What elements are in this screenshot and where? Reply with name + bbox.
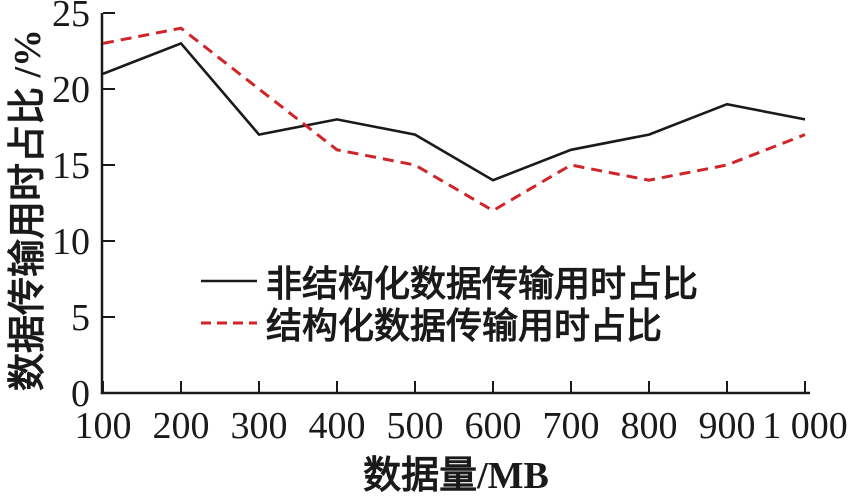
y-tick-label: 15 [52,145,90,187]
x-tick-label: 100 [75,405,132,447]
x-tick-label: 400 [309,405,366,447]
x-axis-title: 数据量/MB [363,455,549,496]
structured-series-line [102,26,806,213]
x-tick-label: 600 [465,405,522,447]
legend-structured-label: 结构化数据传输用时占比 [266,306,662,346]
y-tick-label: 0 [71,373,90,415]
x-tick-label: 500 [387,405,444,447]
y-axis-title: 数据传输用时占比 /% [7,29,49,391]
x-tick-label: 200 [153,405,210,447]
y-tick-label: 5 [71,297,90,339]
x-tick-label: 1 000 [762,405,848,447]
y-tick-label: 20 [52,69,90,111]
legend-unstructured-label: 非结构化数据传输用时占比 [266,264,698,304]
y-tick-label: 10 [52,221,90,263]
unstructured-series-line [102,41,806,182]
x-tick-label: 700 [543,405,600,447]
x-tick-label: 900 [699,405,756,447]
x-tick-label: 800 [621,405,678,447]
x-tick-label: 300 [231,405,288,447]
y-tick-label: 25 [52,0,90,35]
